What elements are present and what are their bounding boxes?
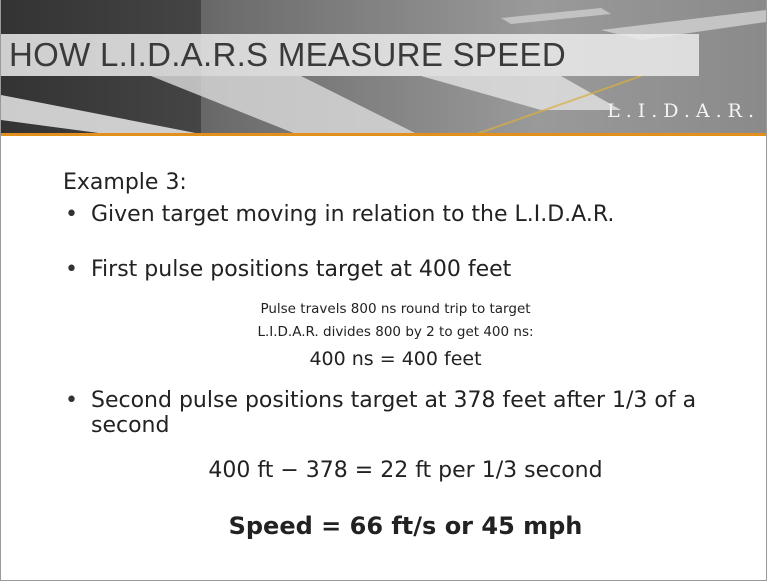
slide: HOW L.I.D.A.R.S MEASURE SPEED L.I.D.A.R.…: [0, 0, 767, 581]
calculation: 400 ft − 378 = 22 ft per 1/3 second: [23, 458, 767, 483]
bullet-text: Given target moving in relation to the L…: [91, 202, 614, 227]
bullet-text: First pulse positions target at 400 feet: [91, 257, 511, 282]
bullet-dot: •: [65, 257, 78, 282]
detail-line: Pulse travels 800 ns round trip to targe…: [13, 301, 767, 317]
example-heading: Example 3:: [63, 170, 187, 195]
detail-equation: 400 ns = 400 feet: [13, 348, 767, 370]
result: Speed = 66 ft/s or 45 mph: [23, 512, 767, 540]
bullet-dot: •: [65, 388, 78, 413]
bullet-text: Second pulse positions target at 378 fee…: [91, 388, 711, 438]
bullet-dot: •: [65, 202, 78, 227]
detail-line: L.I.D.A.R. divides 800 by 2 to get 400 n…: [13, 324, 767, 340]
slide-title: HOW L.I.D.A.R.S MEASURE SPEED: [9, 36, 566, 74]
logo-text: L.I.D.A.R.: [607, 100, 760, 122]
